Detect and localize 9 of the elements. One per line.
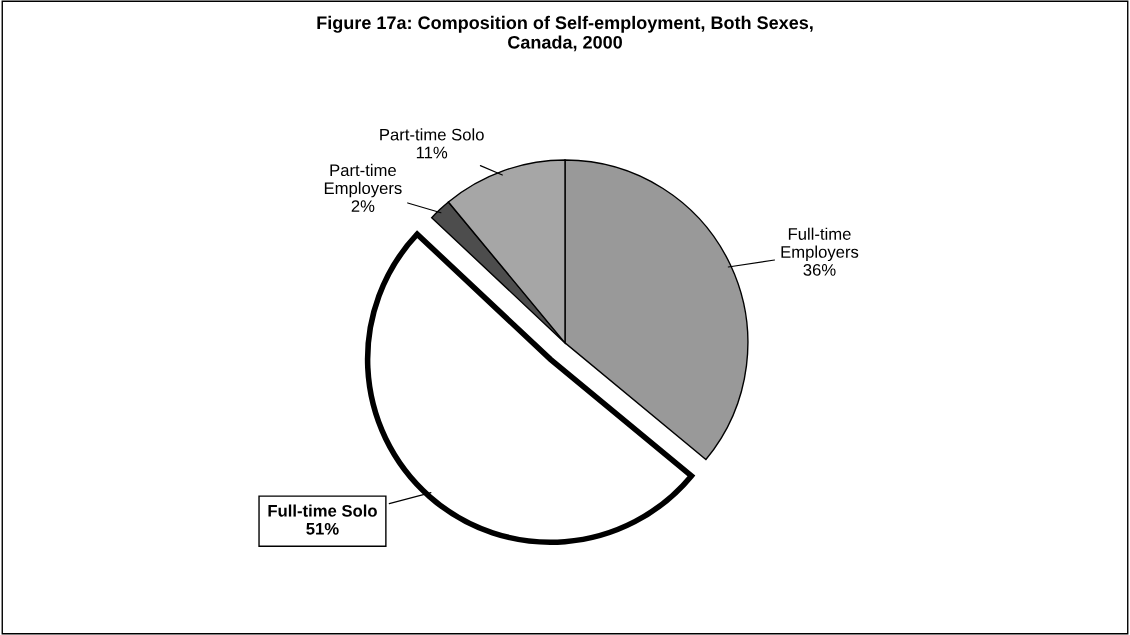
data-label: 51% [306,522,339,535]
data-label: 36% [803,263,836,276]
slice-label: Full-time Employers [781,227,859,262]
slice-label: Part-time Solo [380,128,484,141]
data-label: 2% [351,200,375,212]
slice-label: Part-time Employers [324,163,402,198]
chart-title: Figure 17a: Composition of Self-employment, Both Sexes, Canada, 2000 [317,15,813,52]
data-label: 11% [416,146,448,159]
slice-label: Full-time Solo [268,504,377,517]
